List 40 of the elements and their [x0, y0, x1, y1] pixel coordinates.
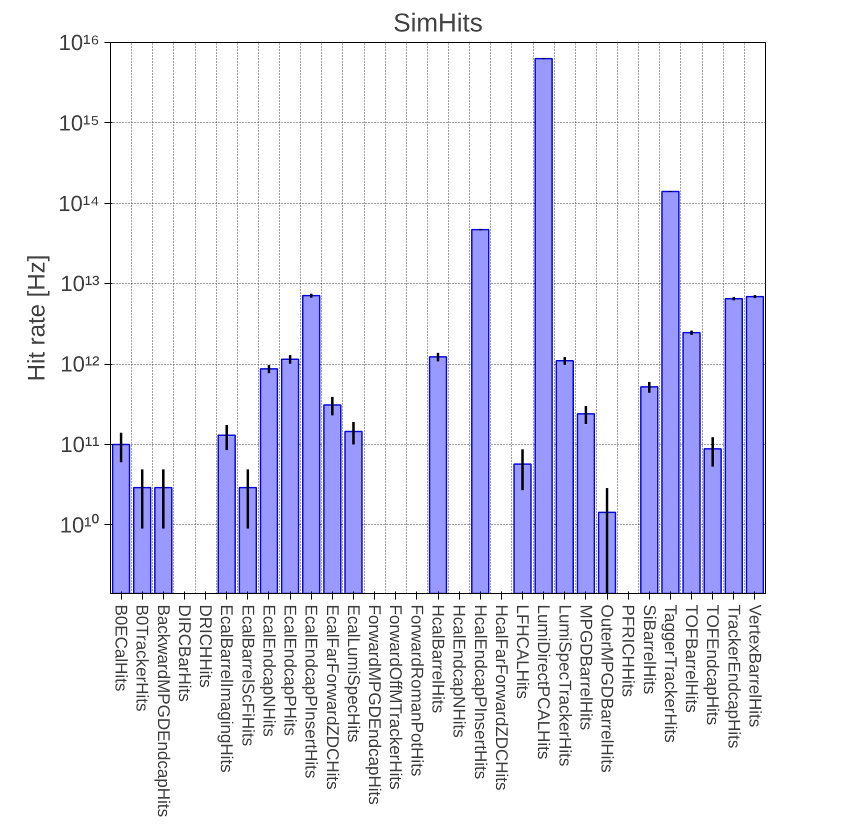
x-tick-label: EcalEndcapPHits — [280, 604, 300, 736]
x-tick-label: BackwardMPGDEndcapHits — [154, 604, 173, 818]
x-tick-label: EcalEndcapPInsertHits — [302, 604, 321, 778]
x-tick-label: EcalBarrelScFiHits — [238, 604, 258, 746]
x-tick-label: MPGDBarrelHits — [576, 604, 596, 730]
x-tick-label: TrackerEndcapHits — [724, 604, 744, 748]
x-tick-label: PFRICHHits — [618, 604, 638, 698]
y-axis-title: Hit rate [Hz] — [23, 254, 50, 382]
x-tick-label: TOFEndcapHits — [703, 604, 722, 726]
x-tick-label: SiBarrelHits — [640, 604, 659, 694]
x-tick-label: B0ECalHits — [112, 604, 131, 692]
x-tick-label: LumiDirectPCALHits — [534, 604, 554, 760]
y-tick-label: 10¹⁵ — [58, 110, 100, 136]
x-tick-label: VertexBarrelHits — [745, 604, 764, 728]
x-tick-label: EcalEndcapNHits — [259, 604, 278, 737]
x-tick-label: HcalFarForwardZDCHits — [492, 604, 511, 791]
x-tick-label: LumiSpecTrackerHits — [555, 604, 574, 766]
y-tick-label: 10¹⁰ — [60, 512, 100, 538]
x-tick-label: OuterMPGDBarrelHits — [598, 604, 617, 773]
x-tick-label: DRICHHits — [196, 604, 216, 688]
x-tick-label: TaggerTrackerHits — [660, 604, 680, 743]
x-tick-label: EcalLumiSpecHits — [344, 604, 363, 742]
y-tick-label: 10¹⁴ — [58, 190, 100, 216]
x-tick-label: ForwardMPGDEndcapHits — [365, 604, 384, 805]
x-tick-label: DIRCBarHits — [174, 604, 194, 702]
x-tick-label: TOFBarrelHits — [682, 604, 702, 713]
x-tick-label: ForwardOffMTrackerHits — [386, 604, 406, 790]
y-tick-label: 10¹³ — [60, 271, 100, 296]
x-tick-label: EcalBarrelImagingHits — [217, 604, 236, 773]
y-tick-label: 10¹⁶ — [58, 30, 100, 55]
chart-title: SimHits — [393, 8, 483, 38]
x-tick-label: LFHCALHits — [513, 604, 532, 699]
x-tick-label: EcalFarForwardZDCHits — [322, 604, 342, 790]
x-tick-label: HcalBarrelHits — [428, 604, 448, 714]
y-tick-label: 10¹² — [60, 352, 100, 377]
x-tick-label: B0TrackerHits — [132, 604, 152, 712]
y-tick-label: 10¹¹ — [60, 432, 100, 457]
x-tick-label: HcalEndcapNHits — [450, 604, 469, 738]
x-tick-label: ForwardRomanPotHits — [407, 604, 426, 776]
x-tick-label: HcalEndcapPInsertHits — [470, 604, 490, 780]
